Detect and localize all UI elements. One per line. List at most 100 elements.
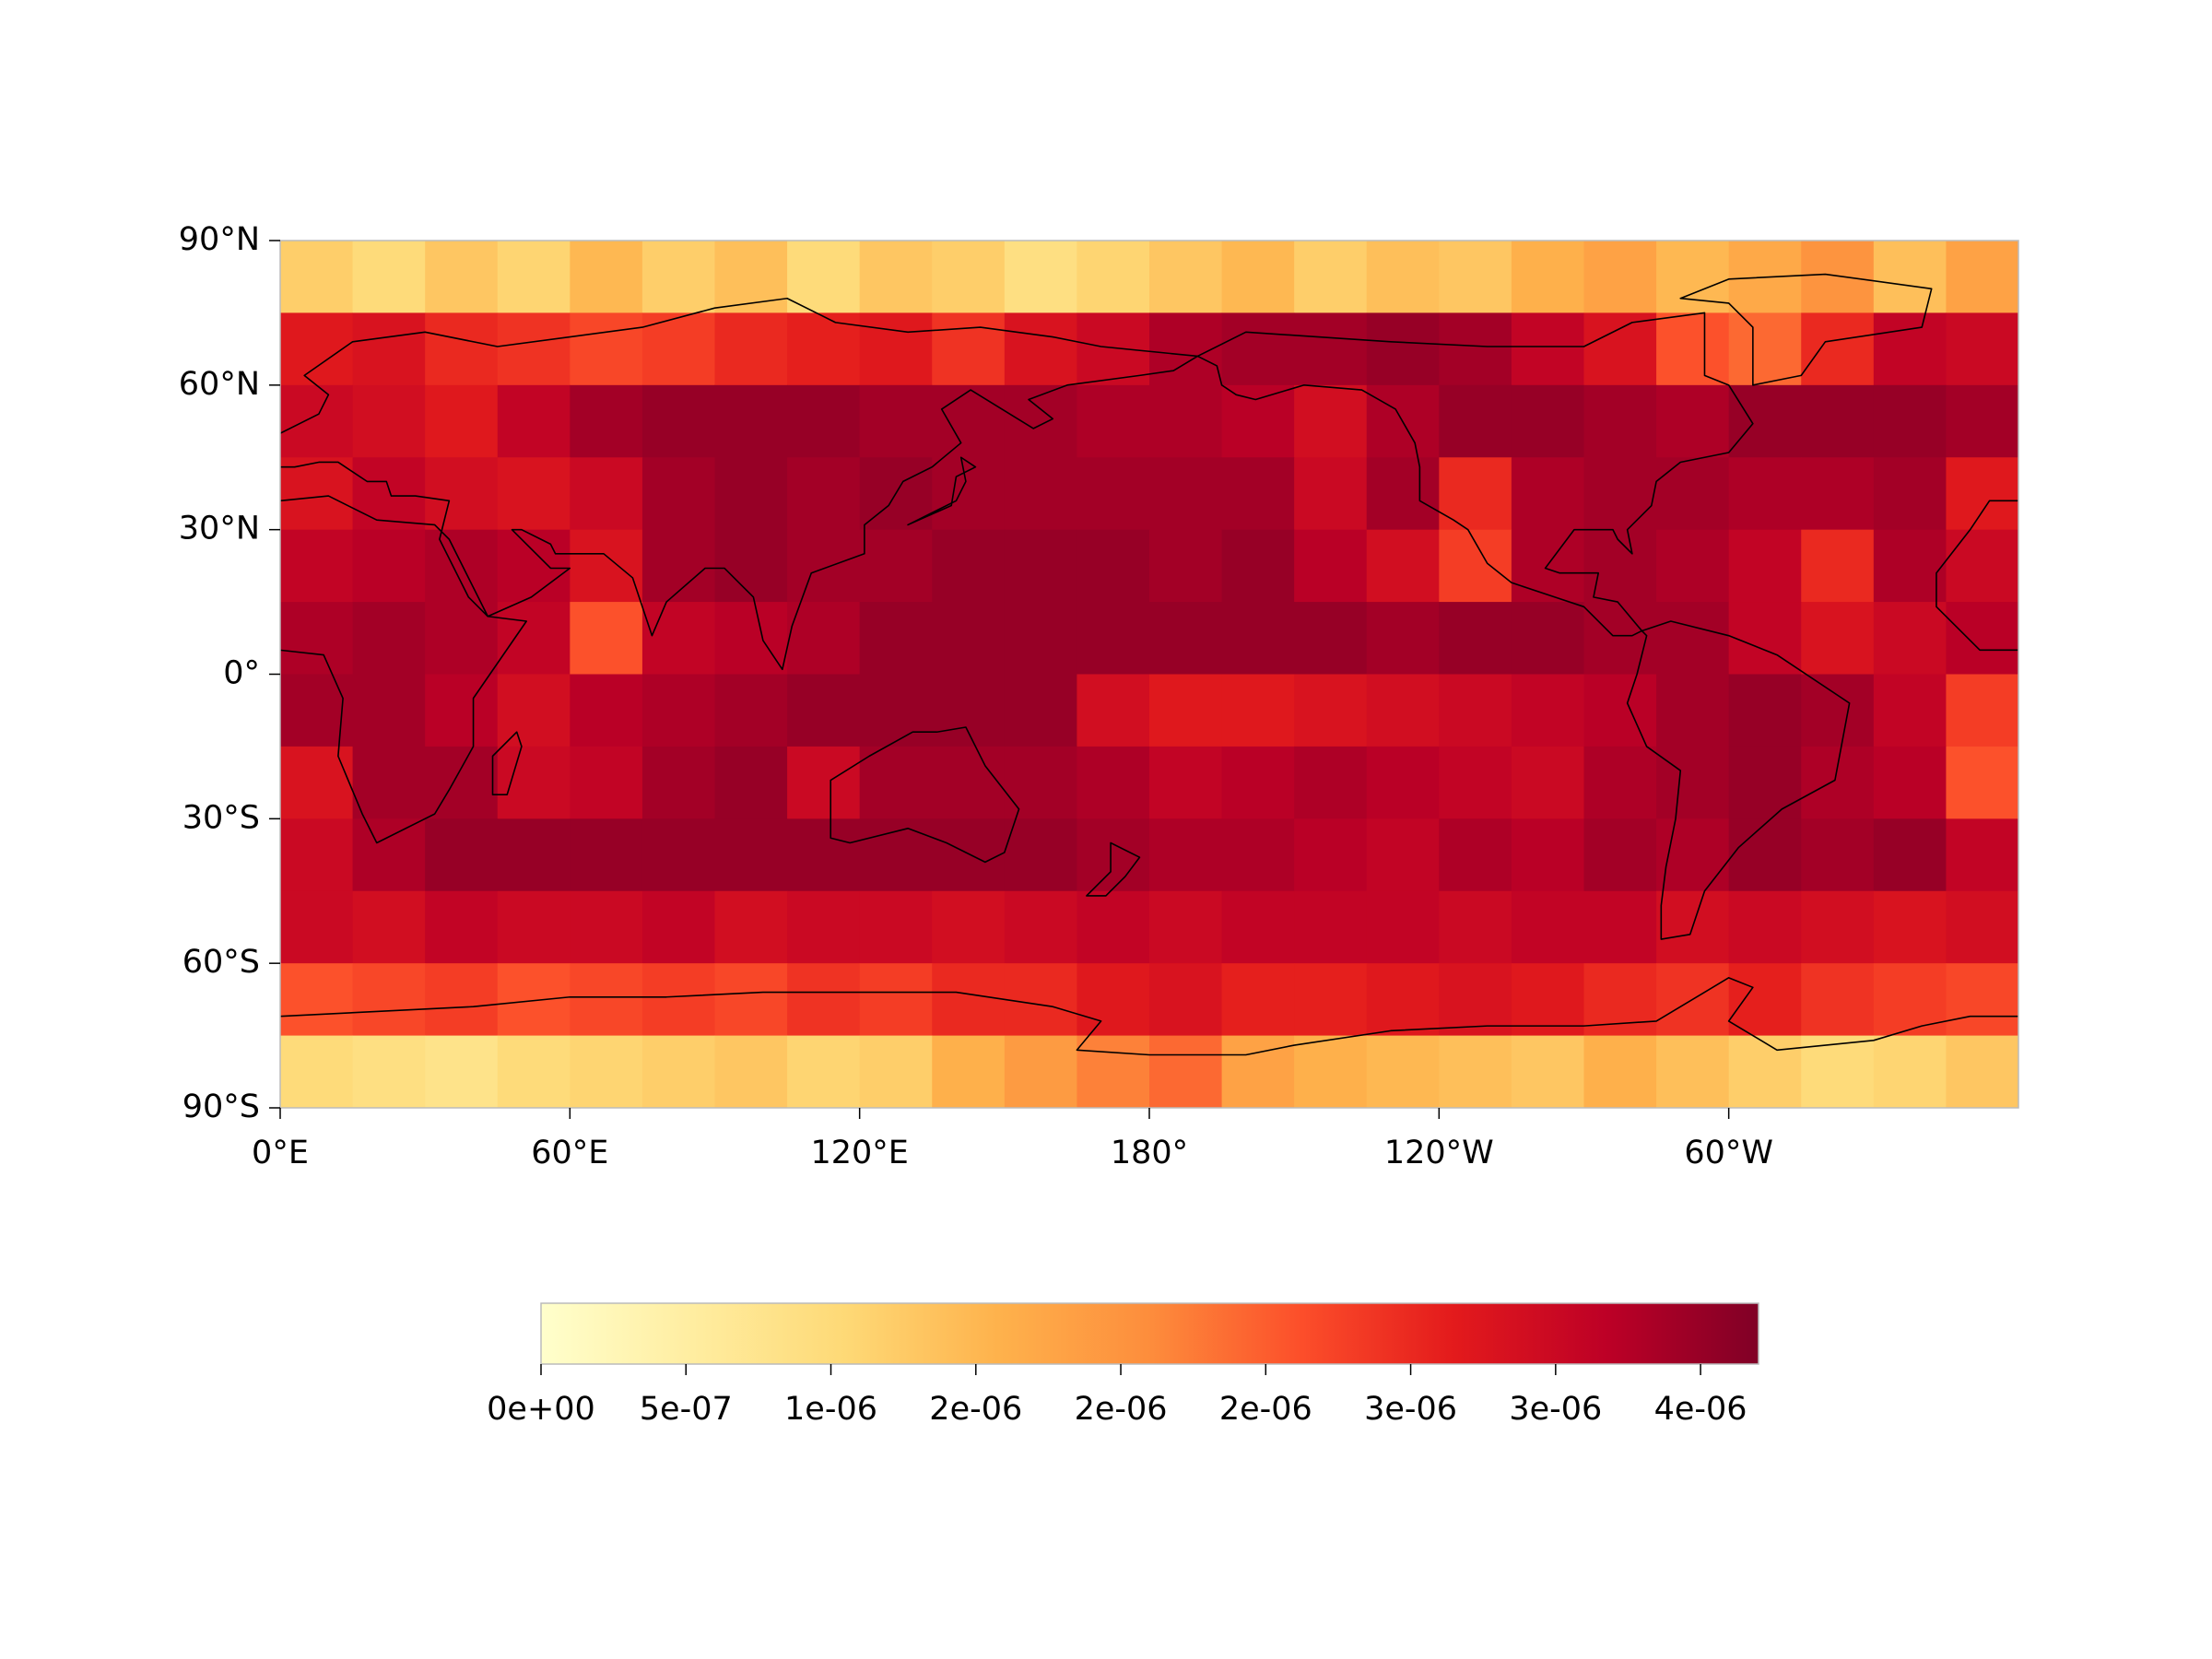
- heat-cell: [787, 818, 861, 892]
- heat-cell: [1294, 1035, 1368, 1109]
- heat-cell: [859, 602, 933, 675]
- heat-cell: [1149, 818, 1223, 892]
- heat-cell: [1439, 674, 1512, 747]
- heat-cell: [1946, 241, 2019, 313]
- x-tick-label: 60°E: [531, 1135, 608, 1171]
- heat-cell: [570, 890, 643, 964]
- heat-cell: [280, 1035, 354, 1109]
- heat-cell: [1873, 674, 1947, 747]
- heat-cell: [1873, 746, 1947, 819]
- heat-cell: [1801, 674, 1875, 747]
- heat-cell: [352, 1035, 426, 1109]
- y-tick-label: 30°N: [179, 511, 260, 547]
- colorbar-tick-label: 2e-06: [1075, 1391, 1168, 1428]
- heat-cell: [1294, 457, 1368, 531]
- heat-cell: [1946, 818, 2019, 892]
- heat-cell: [1873, 963, 1947, 1037]
- heat-cell: [641, 602, 715, 675]
- heatmap: [280, 241, 2019, 1109]
- heat-cell: [1077, 674, 1150, 747]
- heat-cell: [1294, 818, 1368, 892]
- heat-cell: [1221, 746, 1295, 819]
- heat-cell: [280, 457, 354, 531]
- coastline: [280, 978, 2018, 1055]
- heat-cell: [352, 457, 426, 531]
- heat-cell: [425, 529, 499, 603]
- heat-cell: [714, 1035, 788, 1109]
- heat-cell: [1004, 1035, 1077, 1109]
- heat-cell: [1221, 674, 1295, 747]
- heat-cell: [641, 746, 715, 819]
- heat-cell: [1873, 384, 1947, 458]
- heat-cell: [1149, 602, 1223, 675]
- heat-cell: [352, 312, 426, 386]
- y-tick-label: 60°S: [182, 944, 260, 981]
- heat-cell: [1439, 529, 1512, 603]
- heat-cell: [1149, 674, 1223, 747]
- heat-cell: [570, 312, 643, 386]
- heat-cell: [932, 963, 1006, 1037]
- heat-cell: [352, 818, 426, 892]
- heat-cell: [787, 241, 861, 313]
- heat-cell: [1439, 818, 1512, 892]
- heat-cell: [859, 384, 933, 458]
- colorbar-tick-label: 5e-07: [640, 1391, 733, 1428]
- heat-cell: [932, 818, 1006, 892]
- heat-cell: [1149, 1035, 1223, 1109]
- heat-cell: [859, 890, 933, 964]
- heat-cell: [932, 312, 1006, 386]
- heat-cell: [1077, 818, 1150, 892]
- heat-cell: [1801, 1035, 1875, 1109]
- heat-cell: [1511, 963, 1584, 1037]
- heat-cell: [497, 602, 571, 675]
- heat-cell: [1728, 457, 1802, 531]
- heat-cell: [1077, 312, 1150, 386]
- heat-cell: [425, 674, 499, 747]
- heat-cell: [1077, 746, 1150, 819]
- heat-cell: [1004, 241, 1077, 313]
- heat-cell: [425, 818, 499, 892]
- heat-cell: [570, 746, 643, 819]
- heat-cell: [1728, 963, 1802, 1037]
- heat-cell: [1366, 746, 1440, 819]
- heat-cell: [1511, 529, 1584, 603]
- heat-cell: [1366, 674, 1440, 747]
- heat-cell: [1801, 818, 1875, 892]
- colorbar-tick-label: 2e-06: [1219, 1391, 1312, 1428]
- heat-cell: [1801, 746, 1875, 819]
- heat-cell: [1221, 963, 1295, 1037]
- heat-cell: [1511, 384, 1584, 458]
- heat-cell: [425, 384, 499, 458]
- colorbar-tick-label: 3e-06: [1364, 1391, 1457, 1428]
- heat-cell: [1004, 529, 1077, 603]
- heat-cell: [1366, 890, 1440, 964]
- heat-cell: [1946, 457, 2019, 531]
- heat-cell: [1077, 963, 1150, 1037]
- heat-cell: [1149, 963, 1223, 1037]
- heat-cell: [497, 241, 571, 313]
- heat-cell: [280, 963, 354, 1037]
- heat-cell: [1366, 312, 1440, 386]
- heat-cell: [425, 1035, 499, 1109]
- heat-cell: [714, 890, 788, 964]
- heat-cell: [1873, 818, 1947, 892]
- x-tick-label: 0°E: [252, 1135, 309, 1171]
- heat-cell: [497, 457, 571, 531]
- heat-cell: [1221, 384, 1295, 458]
- heat-cell: [787, 457, 861, 531]
- heat-cell: [425, 890, 499, 964]
- heat-cell: [714, 312, 788, 386]
- heat-cell: [859, 241, 933, 313]
- heat-cell: [1801, 602, 1875, 675]
- heat-cell: [1511, 312, 1584, 386]
- heat-cell: [570, 818, 643, 892]
- heat-cell: [1801, 384, 1875, 458]
- heat-cell: [280, 384, 354, 458]
- heat-cell: [1946, 384, 2019, 458]
- heat-cell: [1004, 602, 1077, 675]
- heat-cell: [1439, 746, 1512, 819]
- coastline: [493, 732, 522, 794]
- heat-cell: [570, 457, 643, 531]
- heat-cell: [859, 674, 933, 747]
